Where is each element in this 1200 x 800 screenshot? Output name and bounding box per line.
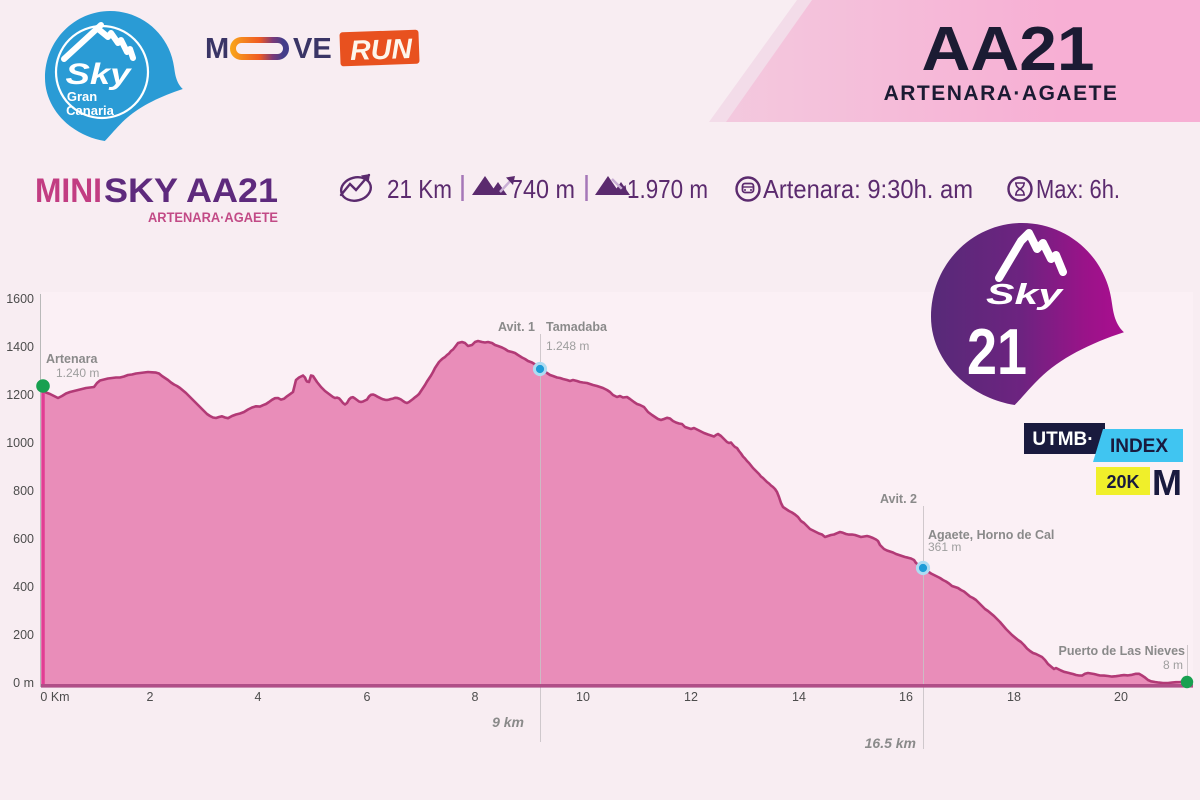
svg-text:MINI: MINI <box>35 172 102 210</box>
svg-text:16: 16 <box>899 690 913 704</box>
svg-text:0 Km: 0 Km <box>40 690 69 704</box>
svg-text:1.970 m: 1.970 m <box>627 174 708 204</box>
svg-text:12: 12 <box>684 690 698 704</box>
svg-text:4: 4 <box>255 690 262 704</box>
svg-text:Agaete, Horno de Cal: Agaete, Horno de Cal <box>928 528 1054 542</box>
svg-text:8: 8 <box>472 690 479 704</box>
svg-text:800: 800 <box>13 484 34 498</box>
svg-text:20K: 20K <box>1106 472 1139 492</box>
svg-text:400: 400 <box>13 580 34 594</box>
svg-text:Max: 6h.: Max: 6h. <box>1036 174 1120 204</box>
svg-text:ARTENARA·AGAETE: ARTENARA·AGAETE <box>884 82 1119 105</box>
svg-text:RUN: RUN <box>350 33 414 66</box>
svg-text:ARTENARA·AGAETE: ARTENARA·AGAETE <box>148 210 278 225</box>
svg-text:21: 21 <box>967 315 1027 388</box>
svg-text:8 m: 8 m <box>1163 658 1183 672</box>
svg-text:1200: 1200 <box>6 388 34 402</box>
svg-text:Avit. 1: Avit. 1 <box>498 320 535 334</box>
svg-text:Artenara: 9:30h. am: Artenara: 9:30h. am <box>763 174 973 204</box>
svg-text:9 km: 9 km <box>492 714 524 730</box>
svg-text:1600: 1600 <box>6 292 34 306</box>
svg-text:361 m: 361 m <box>928 540 961 554</box>
svg-text:Gran: Gran <box>67 89 97 104</box>
svg-text:UTMB·: UTMB· <box>1032 429 1093 450</box>
svg-text:740 m: 740 m <box>510 174 575 204</box>
svg-text:Avit. 2: Avit. 2 <box>880 492 917 506</box>
svg-text:18: 18 <box>1007 690 1021 704</box>
svg-text:INDEX: INDEX <box>1110 436 1168 457</box>
svg-text:M: M <box>205 33 229 65</box>
svg-text:21 Km: 21 Km <box>387 174 452 204</box>
svg-text:Puerto de Las Nieves: Puerto de Las Nieves <box>1059 644 1185 658</box>
svg-text:1.248 m: 1.248 m <box>546 339 589 353</box>
svg-text:14: 14 <box>792 690 806 704</box>
svg-text:M: M <box>1152 462 1182 503</box>
svg-text:2: 2 <box>147 690 154 704</box>
svg-text:VE: VE <box>293 33 332 65</box>
svg-text:AA21: AA21 <box>922 15 1095 84</box>
svg-text:1000: 1000 <box>6 436 34 450</box>
svg-text:6: 6 <box>364 690 371 704</box>
svg-text:10: 10 <box>576 690 590 704</box>
svg-text:16.5 km: 16.5 km <box>865 735 916 751</box>
svg-text:200: 200 <box>13 628 34 642</box>
svg-text:Sky: Sky <box>66 58 133 91</box>
svg-text:Artenara: Artenara <box>46 352 98 366</box>
svg-text:Canaria: Canaria <box>66 103 114 118</box>
svg-text:SKY AA21: SKY AA21 <box>104 172 278 210</box>
svg-text:Tamadaba: Tamadaba <box>546 320 608 334</box>
svg-text:0 m: 0 m <box>13 676 34 690</box>
svg-text:20: 20 <box>1114 690 1128 704</box>
svg-text:1.240 m: 1.240 m <box>56 366 99 380</box>
svg-text:1400: 1400 <box>6 340 34 354</box>
svg-text:600: 600 <box>13 532 34 546</box>
svg-text:Sky: Sky <box>986 279 1065 311</box>
